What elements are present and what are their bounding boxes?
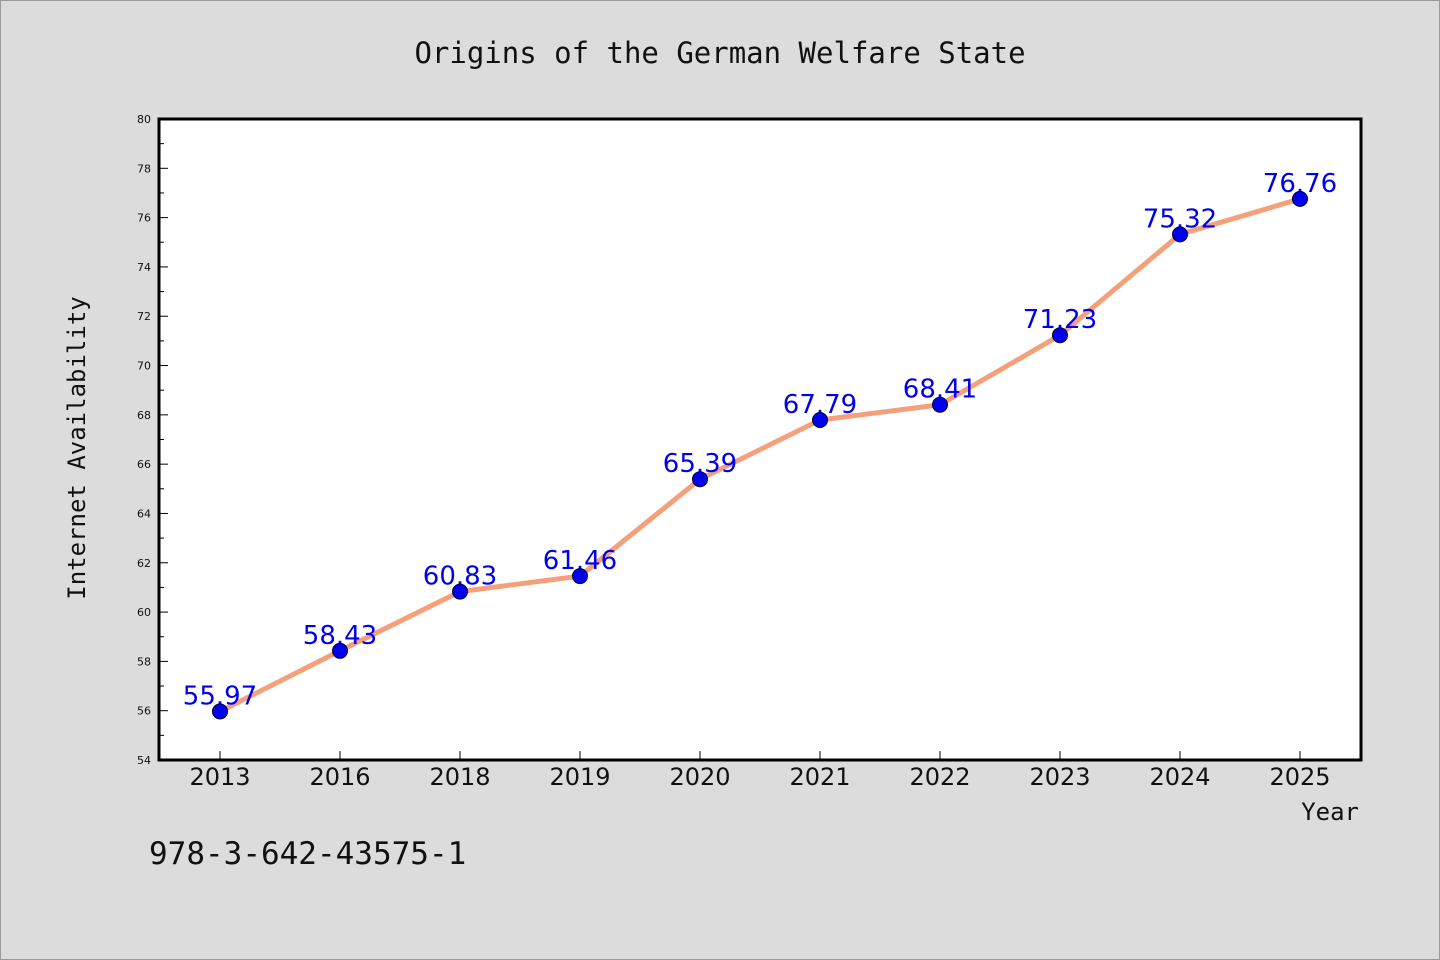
x-tick-label: 2019	[549, 763, 610, 791]
y-tick-label: 78	[137, 162, 151, 175]
y-tick-label: 80	[137, 113, 151, 126]
y-tick-label: 56	[137, 705, 151, 718]
data-point-2024	[1172, 226, 1188, 243]
data-point-2022	[932, 396, 948, 413]
data-point-2019	[572, 568, 588, 585]
y-tick-label: 64	[137, 507, 151, 520]
x-tick-label: 2016	[309, 763, 370, 791]
data-point-2021	[812, 412, 828, 429]
x-tick-label: 2023	[1029, 763, 1090, 791]
data-point-2020	[692, 471, 708, 488]
data-point-2016	[332, 642, 348, 659]
y-tick-label: 66	[137, 458, 151, 471]
y-tick-label: 70	[137, 360, 151, 373]
x-axis-title: Year	[1301, 798, 1359, 826]
x-tick-label: 2013	[189, 763, 250, 791]
data-point-2025	[1292, 190, 1308, 207]
y-tick-label: 54	[137, 754, 151, 767]
x-tick-label: 2018	[429, 763, 490, 791]
plot-area	[157, 117, 1363, 762]
x-tick-label: 2025	[1269, 763, 1330, 791]
y-tick-label: 74	[137, 261, 151, 274]
y-tick-label: 62	[137, 557, 151, 570]
isbn-code: 978-3-642-43575-1	[149, 836, 466, 872]
y-tick-label: 60	[137, 606, 151, 619]
series-line	[217, 196, 1303, 714]
data-point-2023	[1052, 327, 1068, 344]
y-tick-label: 58	[137, 655, 151, 668]
y-axis-title: Internet Availability	[63, 296, 91, 599]
y-tick-label: 72	[137, 310, 151, 323]
x-axis: 2013 2016 2018 2019 2020 2021 2022 2023 2024 2025	[189, 751, 1331, 791]
x-tick-label: 2020	[669, 763, 730, 791]
series-layer: 55.9758.4360.8361.4665.3967.7968.4171.23…	[183, 169, 1337, 720]
data-point-2013	[212, 703, 228, 720]
y-tick-label: 76	[137, 212, 151, 225]
data-point-2018	[452, 583, 468, 600]
x-tick-label: 2022	[909, 763, 970, 791]
x-tick-label: 2021	[789, 763, 850, 791]
x-tick-label: 2024	[1149, 763, 1210, 791]
y-axis: 54 56 58 60 62 64 66 68 70 72 74 76 78 80	[137, 113, 168, 767]
y-tick-label: 68	[137, 409, 151, 422]
chart-title: Origins of the German Welfare State	[414, 36, 1025, 70]
